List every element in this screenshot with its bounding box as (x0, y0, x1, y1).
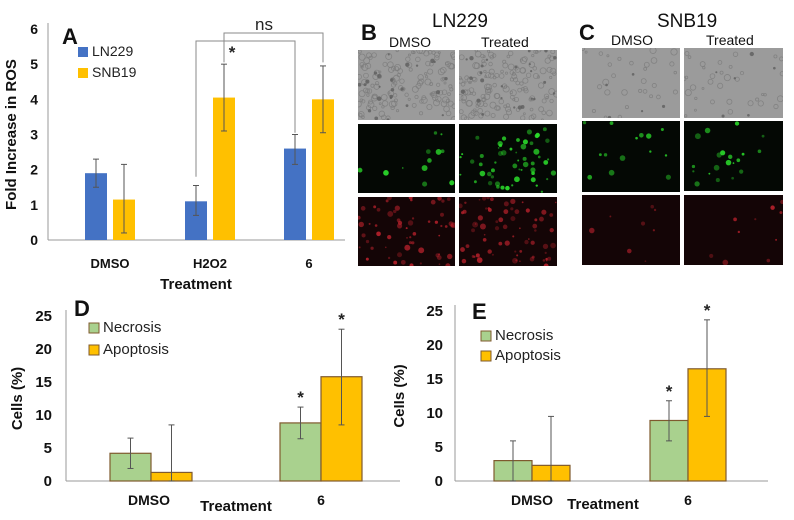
micrograph-b-col-treated: Treated (481, 34, 529, 50)
legend-label-ln229: LN229 (92, 43, 133, 59)
bar-ln229-dmso (85, 173, 107, 240)
y-tick-label: 0 (435, 473, 443, 490)
x-tick-label: DMSO (511, 492, 553, 508)
micrograph-b-treated-red (459, 197, 557, 266)
x-tick-label: 6 (684, 492, 692, 508)
legend-swatch-ln229 (78, 47, 88, 57)
x-tick-label: 6 (305, 256, 312, 271)
x-axis-title: Treatment (160, 276, 232, 293)
bar-snb19-6 (312, 99, 334, 240)
legend-label-apoptosis: Apoptosis (495, 347, 561, 364)
legend-label-apoptosis: Apoptosis (103, 341, 169, 358)
chart-a: 0 1 2 3 4 5 6 Fold Increase in ROS Treatment DMSO… (3, 15, 345, 293)
x-tick-label: H2O2 (193, 256, 227, 271)
y-tick-label: 20 (35, 341, 52, 358)
x-axis-title: Treatment (200, 498, 272, 515)
panel-label-a: A (62, 24, 78, 49)
significance-marker: * (297, 388, 304, 407)
y-tick-label: 15 (426, 371, 443, 388)
y-tick-label: 25 (35, 308, 52, 325)
micrograph-c-treated-red (684, 195, 783, 265)
panel-label-d: D (74, 296, 90, 321)
significance-ns: ns (255, 15, 273, 34)
bar-ln229-6 (284, 148, 306, 240)
legend-label-snb19: SNB19 (92, 64, 137, 80)
y-axis-title: Cells (%) (9, 367, 26, 430)
y-tick-label: 0 (44, 473, 52, 490)
micrograph-b-dmso-brightfield (358, 50, 455, 120)
significance-marker: * (666, 382, 673, 401)
micrograph-c-treated-green (684, 121, 783, 191)
significance-star: * (229, 43, 236, 62)
panel-label-e: E (472, 299, 487, 324)
x-axis-title: Treatment (567, 496, 639, 513)
significance-marker: * (338, 310, 345, 329)
legend-label-necrosis: Necrosis (103, 319, 161, 336)
x-tick-label: DMSO (128, 492, 170, 508)
micrograph-b-title: LN229 (432, 11, 488, 32)
y-tick-label: 3 (30, 127, 38, 143)
micrograph-c-col-treated: Treated (706, 32, 754, 48)
y-tick-label: 5 (435, 439, 443, 456)
chart-d: 0 5 10 15 20 25 Cells (%) Treatment DMSO 6 * * Necro… (9, 308, 400, 515)
micrograph-c-col-dmso: DMSO (611, 32, 653, 48)
bar-snb19-h2o2 (213, 97, 235, 240)
micrograph-c-dmso-green (582, 121, 680, 192)
legend-swatch-apoptosis (88, 344, 100, 356)
y-axis-title: Cells (%) (394, 364, 408, 427)
significance-bracket-star (195, 40, 296, 177)
y-tick-label: 4 (30, 91, 38, 107)
y-tick-label: 1 (30, 197, 38, 213)
y-tick-label: 10 (35, 407, 52, 424)
legend-swatch-necrosis (480, 330, 492, 342)
legend-swatch-apoptosis (480, 350, 492, 362)
micrograph-b-treated-green (459, 124, 557, 193)
legend-swatch-snb19 (78, 68, 88, 78)
x-tick-label: DMSO (91, 256, 130, 271)
y-tick-label: 5 (44, 440, 52, 457)
x-tick-label: 6 (317, 492, 325, 508)
micrograph-c-title: SNB19 (657, 11, 718, 32)
panel-label-b: B (361, 20, 377, 45)
y-tick-label: 2 (30, 162, 38, 178)
panel-label-c: C (579, 20, 595, 45)
significance-marker: * (704, 301, 711, 320)
significance-bracket-ns (223, 32, 324, 63)
y-tick-label: 20 (426, 337, 443, 354)
y-tick-label: 0 (30, 232, 38, 248)
legend-label-necrosis: Necrosis (495, 327, 553, 344)
y-tick-label: 6 (30, 21, 38, 37)
micrograph-c-dmso-red (582, 195, 680, 265)
micrograph-c-treated-brightfield (684, 48, 783, 118)
bar-ln229-h2o2 (185, 201, 207, 240)
chart-e: 0 5 10 15 20 25 Cells (%) Treatment DMSO 6 * * Necro… (394, 301, 768, 513)
y-tick-label: 10 (426, 405, 443, 422)
y-tick-label: 15 (35, 374, 52, 391)
micrograph-b-dmso-green (358, 124, 455, 193)
y-axis-title: Fold Increase in ROS (3, 59, 20, 210)
micrograph-b-col-dmso: DMSO (389, 34, 431, 50)
y-tick-label: 25 (426, 303, 443, 320)
y-tick-label: 5 (30, 56, 38, 72)
micrograph-b-treated-brightfield (459, 50, 557, 120)
micrograph-c-dmso-brightfield (582, 48, 680, 118)
legend-swatch-necrosis (88, 322, 100, 334)
micrograph-b-dmso-red (358, 197, 455, 266)
